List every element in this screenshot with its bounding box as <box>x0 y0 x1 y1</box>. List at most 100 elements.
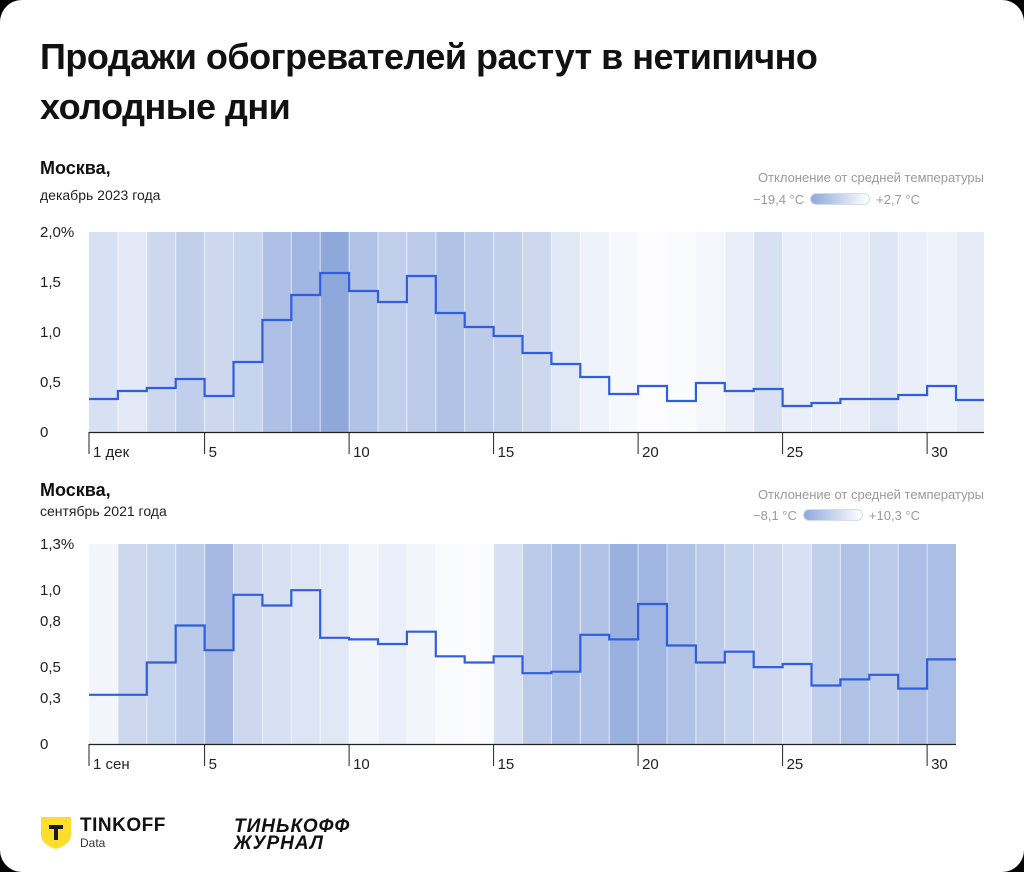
temperature-band <box>782 232 812 432</box>
temperature-band <box>782 544 812 744</box>
temperature-band <box>204 544 234 744</box>
temperature-band <box>320 544 350 744</box>
y-tick-label: 1,3% <box>40 536 74 553</box>
x-tick-label: 5 <box>209 444 217 461</box>
tinkoff-shield-icon <box>41 817 71 849</box>
logo-sub: Data <box>80 836 106 850</box>
temperature-band <box>291 232 321 432</box>
chart-december-2023: 0 0,5 1,0 1,5 2,0% 1 дек 5 10 15 20 25 30 <box>0 222 1024 467</box>
temperature-band <box>233 544 263 744</box>
y-tick-label: 1,0 <box>40 324 61 341</box>
temperature-band <box>117 544 147 744</box>
temperature-band <box>493 544 523 744</box>
temperature-band <box>551 232 581 432</box>
temperature-band <box>464 544 494 744</box>
temperature-band <box>406 544 436 744</box>
journal-line2: ЖУРНАЛ <box>234 833 324 854</box>
sales-step-line <box>89 271 984 408</box>
temperature-band <box>378 232 407 432</box>
y-tick-label: 0,5 <box>40 374 61 391</box>
panel1-period: декабрь 2023 года <box>40 187 161 203</box>
temperature-band <box>580 544 610 744</box>
temperature-band <box>695 544 725 744</box>
panel1-legend-gradient <box>810 193 871 205</box>
temperature-band <box>840 232 870 432</box>
temperature-band <box>724 544 754 744</box>
x-tick-label: 15 <box>498 756 515 773</box>
temperature-band <box>667 544 696 744</box>
x-tick-label: 10 <box>353 444 370 461</box>
temperature-band <box>349 544 378 744</box>
temperature-band <box>869 232 899 432</box>
temperature-band <box>320 232 350 432</box>
y-tick-label: 2,0% <box>40 224 74 241</box>
sales-step-line <box>89 589 956 696</box>
x-tick-label: 5 <box>209 756 217 773</box>
temperature-band <box>435 232 465 432</box>
panel2-period: сентябрь 2021 года <box>40 503 167 519</box>
panel2-legend-gradient <box>802 509 863 521</box>
panel1-legend-title: Отклонение от средней температуры <box>757 170 984 185</box>
temperature-band <box>89 544 118 744</box>
temperature-band <box>840 544 870 744</box>
x-tick-label: 10 <box>353 756 370 773</box>
logo-name: TINKOFF <box>80 815 166 836</box>
temperature-band <box>233 232 263 432</box>
journal-line1: ТИНЬКОФФ <box>234 816 351 837</box>
temperature-band <box>89 232 118 432</box>
panel1-city: Москва, <box>40 158 111 178</box>
panel2-legend: −8,1 °С +10,3 °С <box>753 507 920 523</box>
temperature-band <box>435 544 465 744</box>
x-tick-label: 30 <box>931 756 948 773</box>
temperature-band <box>609 544 639 744</box>
panel2-legend-min: −8,1 °С <box>753 507 797 523</box>
x-tick-label: 25 <box>787 444 804 461</box>
chart-svg: 0 0,3 0,5 0,8 1,0 1,3% 1 сен 5 10 15 20 25 30 <box>40 536 956 773</box>
temperature-band <box>638 544 667 744</box>
temperature-band <box>724 232 754 432</box>
chart-svg: 0 0,5 1,0 1,5 2,0% 1 дек 5 10 15 20 25 30 <box>40 224 984 461</box>
y-tick-label: 0,5 <box>40 659 61 676</box>
y-tick-label: 0,8 <box>40 613 61 630</box>
y-tick-label: 0 <box>40 424 48 441</box>
journal-logo: ТИНЬКОФФ ЖУРНАЛ <box>234 816 351 854</box>
temperature-band <box>869 544 899 744</box>
x-tick-label: 20 <box>642 756 659 773</box>
temperature-band <box>551 544 581 744</box>
temperature-band <box>522 544 552 744</box>
y-tick-label: 0 <box>40 736 48 753</box>
tinkoff-data-logo: TINKOFF Data <box>40 816 166 850</box>
temperature-band <box>927 232 956 432</box>
temperature-band <box>406 232 436 432</box>
temperature-band <box>638 232 667 432</box>
temperature-band <box>667 232 696 432</box>
temperature-band <box>811 544 841 744</box>
temperature-band <box>262 232 292 432</box>
temperature-band <box>291 544 321 744</box>
temperature-band <box>493 232 523 432</box>
page-title: Продажи обогревателей растут в нетипично… <box>40 36 818 127</box>
temperature-band <box>811 232 841 432</box>
temperature-band <box>522 232 552 432</box>
panel2-legend-title: Отклонение от средней температуры <box>757 487 984 502</box>
temperature-band <box>349 232 378 432</box>
temperature-band <box>117 232 147 432</box>
temperature-band <box>753 232 783 432</box>
temperature-band <box>175 544 205 744</box>
panel2-legend-max: +10,3 °С <box>868 507 920 523</box>
temperature-band <box>609 232 639 432</box>
temperature-band <box>927 544 956 744</box>
panel1-legend-max: +2,7 °С <box>876 191 920 207</box>
panel2-city: Москва, <box>40 480 111 500</box>
temperature-band <box>146 232 176 432</box>
panel1-legend-min: −19,4 °С <box>753 191 805 207</box>
x-tick-label: 1 дек <box>93 444 130 461</box>
temperature-band <box>898 232 928 432</box>
temperature-band <box>580 232 610 432</box>
temperature-band <box>898 544 928 744</box>
x-tick-label: 1 сен <box>93 756 130 773</box>
y-tick-label: 1,5 <box>40 274 61 291</box>
temperature-band <box>204 232 234 432</box>
temperature-band <box>464 232 494 432</box>
